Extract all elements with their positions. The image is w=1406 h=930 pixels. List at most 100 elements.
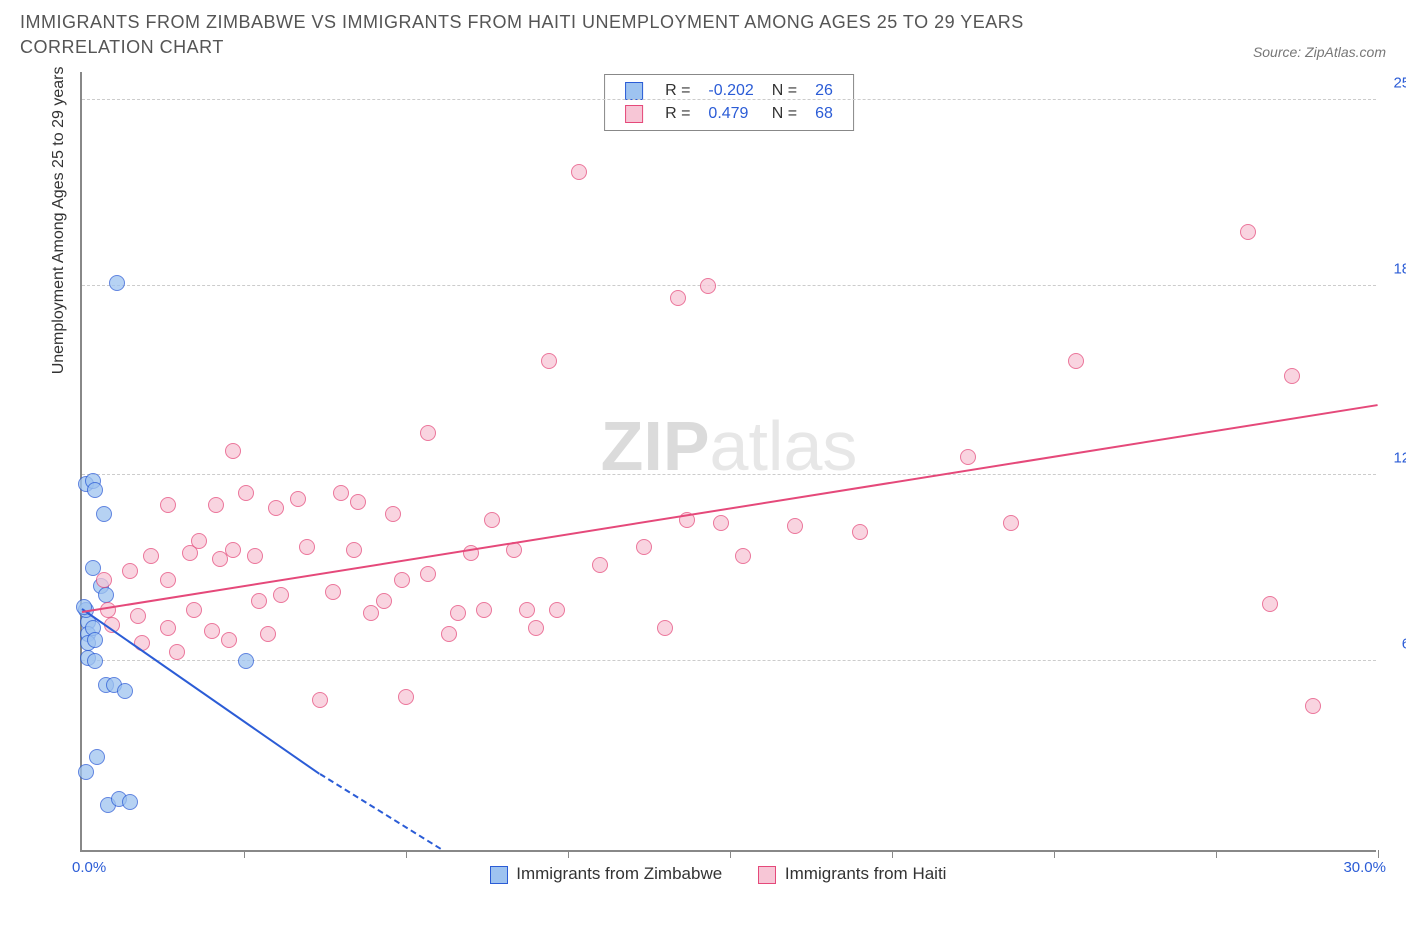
data-point (541, 353, 557, 369)
data-point (450, 605, 466, 621)
x-tick (892, 850, 893, 858)
data-point (1305, 698, 1321, 714)
data-point (333, 485, 349, 501)
data-point (350, 494, 366, 510)
data-point (122, 563, 138, 579)
data-point (700, 278, 716, 294)
data-point (273, 587, 289, 603)
y-tick-label: 6.3% (1402, 636, 1406, 653)
data-point (420, 566, 436, 582)
data-point (89, 749, 105, 765)
gridline (82, 660, 1376, 661)
x-tick (406, 850, 407, 858)
data-point (238, 485, 254, 501)
data-point (571, 164, 587, 180)
data-point (299, 539, 315, 555)
chart-area: Unemployment Among Ages 25 to 29 years Z… (60, 72, 1376, 892)
data-point (238, 653, 254, 669)
data-point (122, 794, 138, 810)
data-point (1068, 353, 1084, 369)
x-tick (730, 850, 731, 858)
data-point (960, 449, 976, 465)
data-point (204, 623, 220, 639)
data-point (160, 497, 176, 513)
x-tick (1378, 850, 1379, 858)
data-point (363, 605, 379, 621)
data-point (87, 482, 103, 498)
data-point (549, 602, 565, 618)
data-point (787, 518, 803, 534)
source-credit: Source: ZipAtlas.com (1253, 44, 1386, 60)
data-point (394, 572, 410, 588)
data-point (735, 548, 751, 564)
data-point (852, 524, 868, 540)
data-point (208, 497, 224, 513)
data-point (441, 626, 457, 642)
data-point (385, 506, 401, 522)
data-point (169, 644, 185, 660)
data-point (1284, 368, 1300, 384)
data-point (670, 290, 686, 306)
watermark-bold: ZIP (601, 407, 710, 485)
series-legend: Immigrants from Zimbabwe Immigrants from… (60, 864, 1376, 884)
data-point (100, 602, 116, 618)
data-point (290, 491, 306, 507)
y-axis-label: Unemployment Among Ages 25 to 29 years (50, 67, 68, 375)
data-point (251, 593, 267, 609)
data-point (96, 506, 112, 522)
data-point (1003, 515, 1019, 531)
x-tick (1216, 850, 1217, 858)
data-point (268, 500, 284, 516)
data-point (160, 572, 176, 588)
plot-region: ZIPatlas R =-0.202N =26R =0.479N =68 0.0… (80, 72, 1376, 852)
data-point (420, 425, 436, 441)
legend-item: Immigrants from Haiti (758, 864, 946, 883)
x-tick (244, 850, 245, 858)
data-point (87, 632, 103, 648)
data-point (657, 620, 673, 636)
watermark-light: atlas (710, 407, 858, 485)
y-tick-label: 25.0% (1393, 75, 1406, 92)
legend-item: Immigrants from Zimbabwe (490, 864, 723, 883)
trend-line (319, 774, 441, 851)
data-point (109, 275, 125, 291)
data-point (312, 692, 328, 708)
data-point (325, 584, 341, 600)
data-point (130, 608, 146, 624)
y-tick-label: 18.8% (1393, 261, 1406, 278)
data-point (528, 620, 544, 636)
chart-title: IMMIGRANTS FROM ZIMBABWE VS IMMIGRANTS F… (20, 10, 1120, 60)
data-point (398, 689, 414, 705)
chart-container: IMMIGRANTS FROM ZIMBABWE VS IMMIGRANTS F… (0, 0, 1406, 930)
data-point (225, 443, 241, 459)
data-point (143, 548, 159, 564)
data-point (484, 512, 500, 528)
correlation-legend: R =-0.202N =26R =0.479N =68 (604, 74, 854, 130)
data-point (87, 653, 103, 669)
y-tick-label: 12.5% (1393, 450, 1406, 467)
data-point (713, 515, 729, 531)
x-tick (568, 850, 569, 858)
data-point (1240, 224, 1256, 240)
data-point (519, 602, 535, 618)
data-point (247, 548, 263, 564)
data-point (476, 602, 492, 618)
data-point (260, 626, 276, 642)
gridline (82, 285, 1376, 286)
data-point (96, 572, 112, 588)
x-tick (1054, 850, 1055, 858)
gridline (82, 99, 1376, 100)
gridline (82, 474, 1376, 475)
data-point (98, 587, 114, 603)
data-point (78, 764, 94, 780)
data-point (117, 683, 133, 699)
legend-row: R =0.479N =68 (617, 104, 841, 124)
data-point (221, 632, 237, 648)
data-point (1262, 596, 1278, 612)
data-point (186, 602, 202, 618)
data-point (160, 620, 176, 636)
header-row: IMMIGRANTS FROM ZIMBABWE VS IMMIGRANTS F… (20, 10, 1386, 60)
data-point (592, 557, 608, 573)
data-point (346, 542, 362, 558)
data-point (191, 533, 207, 549)
